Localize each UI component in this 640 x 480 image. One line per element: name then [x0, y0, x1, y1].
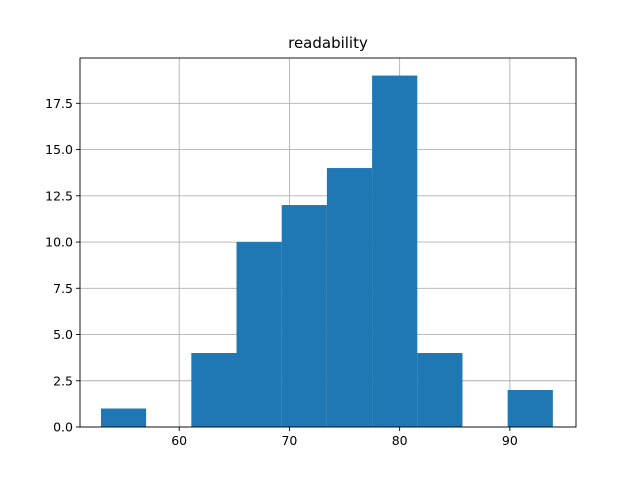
histogram-bar: [417, 353, 463, 427]
histogram-bar: [281, 205, 327, 427]
histogram-bar: [236, 242, 282, 427]
y-tick-label: 10.0: [45, 235, 73, 250]
histogram-bar: [100, 408, 147, 427]
x-tick-label: 90: [502, 433, 518, 448]
axes-frame: [79, 57, 577, 428]
x-tick-label: 70: [281, 433, 297, 448]
x-tick-label: 80: [392, 433, 408, 448]
histogram-bar: [372, 75, 418, 428]
bar-layer: [100, 75, 553, 428]
chart-title: readability: [288, 34, 368, 52]
histogram-bar: [326, 168, 373, 428]
x-tick-label: 60: [171, 433, 187, 448]
y-tick-label: 0.0: [53, 420, 73, 435]
y-tick-label: 12.5: [45, 188, 73, 203]
y-tick-label: 15.0: [45, 142, 73, 157]
y-tick-label: 5.0: [53, 327, 73, 342]
y-tick-label: 17.5: [45, 96, 73, 111]
histogram-bar: [507, 390, 553, 427]
histogram-bar: [191, 353, 237, 427]
axis-layer: 60 70 80 90 0.0 2.5 5.0 7.5 10.0 12.5 15.0 17.5: [45, 57, 577, 448]
y-tick-label: 2.5: [53, 373, 73, 388]
y-tick-label: 7.5: [53, 281, 73, 296]
